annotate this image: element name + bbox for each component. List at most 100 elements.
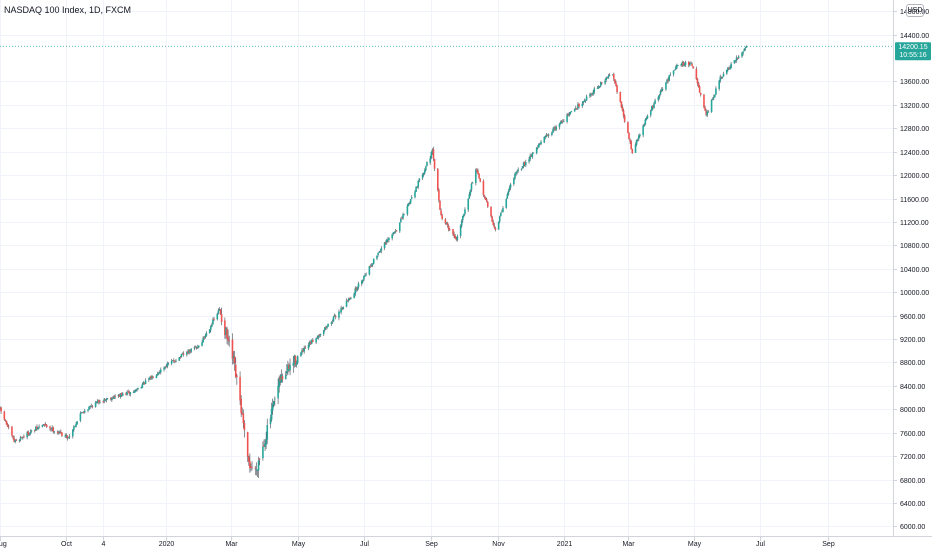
candle-up [573,109,576,112]
candle-down [309,342,312,344]
candle-up [28,434,31,436]
candle-up [277,385,279,399]
candle-down [620,101,623,108]
candle-up [589,94,591,97]
candle-up [566,114,568,122]
candle-down [50,428,52,430]
candle-down [484,197,487,200]
candle-up [339,311,341,313]
candle-up [180,354,183,358]
candle-down [189,349,191,352]
candle-down [304,347,307,349]
candle-up [83,410,86,413]
candle-down [479,178,481,182]
candle-up [577,104,579,109]
candle-down [652,105,654,108]
candle-up [430,152,433,159]
candle-up [322,330,325,335]
candle-up [521,166,524,169]
candle-down [691,63,693,66]
candle-up [134,389,137,391]
candle-up [636,139,639,141]
candle-up [326,326,328,328]
time-axis[interactable]: Aug Oct 4 2020 Mar May Jul Sep Nov 2021 Mar May Jul S… [0,537,835,548]
candle-up [611,74,614,76]
candle-up [475,169,477,184]
candle-up [71,429,74,437]
candle-up [543,136,546,143]
candle-up [544,137,547,139]
candle-down [57,432,60,434]
candle-down [491,216,493,222]
candle-up [500,213,502,217]
candle-down [114,396,116,397]
candle-up [75,423,77,427]
candle-up [64,435,66,437]
candle-up [29,431,32,435]
candle-up [508,187,511,191]
candle-down [312,340,314,342]
candle-up [653,103,655,109]
candle-up [353,293,355,299]
candle-down [698,86,701,93]
candle-up [497,221,500,230]
candle-up [132,392,135,393]
candle-up [141,384,144,389]
candle-up [456,236,459,240]
y-tick-label: 6800.00 [900,478,925,485]
candle-down [440,210,442,216]
y-tick-label: 11200.00 [900,220,929,227]
candle-up [604,80,606,84]
candle-up [38,426,40,428]
candle-up [528,159,530,162]
candle-down [165,366,168,368]
candle-down [15,439,18,441]
candle-up [394,231,397,233]
candle-up [661,89,664,90]
candle-up [668,75,671,81]
candle-up [316,337,319,339]
candle-up [657,96,660,101]
candle-up [529,155,531,160]
candle-down [203,337,206,339]
x-tick-label: 2021 [557,541,573,548]
x-tick-label: Sep [425,541,438,548]
candle-down [578,103,580,107]
candle-down [219,309,222,315]
candle-up [598,86,601,87]
candle-up [743,49,745,52]
candle-up [113,395,115,399]
candle-up [538,144,540,148]
candle-up [195,346,198,348]
candle-up [516,170,518,173]
candle-up [308,342,311,345]
candle-up [505,199,508,208]
y-tick-label: 10800.00 [900,243,929,250]
candle-up [637,135,640,139]
candle-up [596,87,599,89]
candle-down [667,79,669,82]
candle-up [289,364,291,371]
candle-down [477,170,479,175]
candle-up [406,205,409,215]
candle-up [376,255,378,259]
candle-down [438,189,440,201]
candle-down [439,200,441,210]
candle-down [279,376,282,382]
candle-up [218,309,221,311]
candle-down [182,353,185,355]
candle-up [362,279,364,282]
candle-up [426,162,428,167]
y-tick-label: 12000.00 [900,173,929,180]
candle-up [721,76,724,78]
candle-up [186,352,188,355]
candle-up [515,172,517,175]
candle-up [95,401,98,403]
candle-down [242,413,245,424]
candle-up [639,134,641,136]
countdown-label: 10:55:16 [899,52,926,59]
price-axis[interactable]: 14800.00 14400.00 13600.00 13200.00 12800.00… [893,9,929,531]
candle-up [286,371,288,374]
currency-button[interactable]: USD [906,4,924,17]
